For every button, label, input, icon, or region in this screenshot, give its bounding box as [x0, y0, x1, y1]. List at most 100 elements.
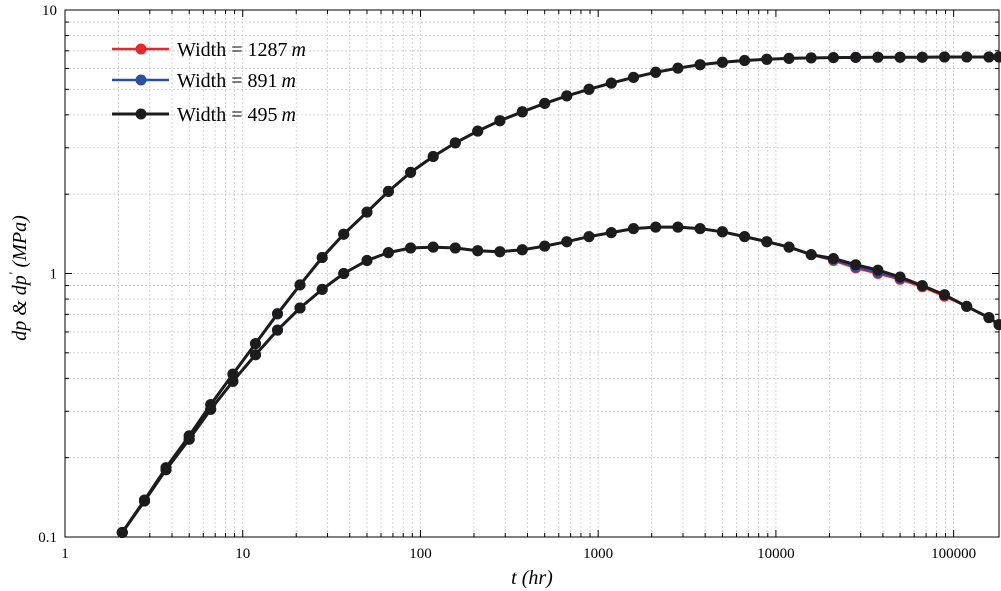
data-point-derivative: [561, 236, 573, 248]
data-point-pressure: [827, 52, 839, 64]
legend-entry-width-1287: Width = 1287 m: [112, 39, 306, 61]
data-point-pressure: [361, 206, 373, 218]
data-point-pressure: [561, 90, 573, 102]
x-tick-label: 1: [61, 546, 69, 562]
data-point-pressure: [983, 51, 995, 63]
data-point-derivative: [827, 253, 839, 264]
data-point-derivative: [205, 403, 217, 415]
data-point-pressure: [539, 97, 551, 109]
data-point-pressure: [716, 56, 728, 68]
data-point-derivative: [894, 271, 906, 283]
data-point-derivative: [961, 300, 973, 312]
x-tick-label: 10000: [757, 546, 795, 562]
data-point-derivative: [605, 227, 617, 239]
data-point-pressure: [961, 51, 973, 63]
legend-entry-width-891: Width = 891 m: [112, 70, 296, 92]
legend-label-width-495: Width = 495 m: [177, 104, 296, 126]
data-point-derivative: [672, 221, 684, 233]
data-point-pressure: [783, 52, 795, 64]
data-point-derivative: [983, 312, 995, 324]
y-tick-label: 1: [50, 267, 58, 283]
legend-marker-width-891: [135, 74, 147, 86]
data-point-pressure: [338, 228, 350, 240]
data-point-derivative: [939, 289, 950, 301]
data-point-pressure: [382, 185, 394, 197]
series-line-pressure-width-1287: [121, 55, 999, 534]
x-axis-label: t (hr): [511, 567, 553, 589]
data-point-derivative: [139, 495, 150, 507]
data-point-derivative: [250, 349, 261, 361]
data-point-derivative: [338, 268, 350, 279]
data-point-pressure: [516, 106, 528, 118]
data-point-derivative: [183, 433, 195, 445]
data-point-pressure: [993, 51, 1001, 63]
data-point-pressure: [916, 51, 928, 63]
data-point-derivative: [294, 302, 306, 314]
data-point-pressure: [850, 51, 862, 63]
x-tick-label: 100000: [931, 546, 976, 562]
legend-entry-width-495: Width = 495 m: [112, 104, 296, 126]
data-point-derivative: [494, 246, 506, 258]
data-point-derivative: [993, 319, 1001, 331]
data-point-derivative: [761, 236, 773, 248]
data-point-derivative: [316, 283, 328, 295]
series-line-derivative-width-1287: [121, 225, 1000, 534]
data-point-derivative: [628, 223, 639, 235]
data-point-derivative: [739, 231, 751, 243]
x-tick-label: 100: [409, 546, 432, 562]
data-point-pressure: [605, 77, 617, 89]
data-point-pressure: [761, 53, 773, 65]
data-point-derivative: [650, 221, 662, 233]
data-point-derivative: [227, 375, 239, 387]
data-point-derivative: [583, 231, 595, 243]
data-point-derivative: [694, 223, 706, 235]
series-layer: [116, 51, 1001, 538]
data-point-pressure: [272, 308, 283, 320]
data-point-derivative: [516, 244, 528, 256]
data-point-pressure: [316, 252, 328, 263]
x-tick-label: 10: [235, 546, 250, 562]
data-point-pressure: [894, 51, 906, 63]
y-axis-label: dp & dp'(MPa): [6, 215, 31, 341]
data-point-derivative: [116, 527, 128, 538]
series-line-derivative-width-891: [121, 225, 1000, 534]
data-point-pressure: [427, 151, 439, 162]
data-point-derivative: [427, 241, 439, 253]
data-point-pressure: [805, 52, 817, 64]
data-point-derivative: [805, 249, 817, 261]
data-point-pressure: [694, 59, 706, 71]
data-point-pressure: [872, 51, 884, 63]
data-point-derivative: [361, 255, 373, 266]
data-point-pressure: [494, 115, 506, 127]
data-point-pressure: [650, 66, 662, 78]
legend: Width = 1287 m Width = 891 m Width = 495 m: [112, 39, 306, 126]
y-tick-label: 10: [42, 3, 57, 19]
legend-label-width-891: Width = 891 m: [177, 70, 296, 92]
data-point-pressure: [628, 71, 639, 83]
data-point-pressure: [739, 55, 751, 66]
data-point-derivative: [716, 226, 728, 238]
data-point-pressure: [583, 83, 595, 95]
legend-marker-width-1287: [135, 43, 147, 55]
data-point-derivative: [160, 464, 172, 476]
series-line-pressure-width-495: [121, 55, 999, 534]
data-point-derivative: [916, 280, 928, 292]
data-point-derivative: [405, 242, 417, 254]
data-point-derivative: [272, 324, 283, 336]
data-point-pressure: [939, 51, 950, 63]
data-point-derivative: [539, 240, 551, 252]
data-point-derivative: [382, 247, 394, 259]
data-point-pressure: [472, 125, 484, 137]
y-tick-label: 0.1: [38, 530, 57, 546]
data-point-pressure: [405, 166, 417, 178]
series-line-pressure-width-891: [121, 55, 999, 534]
legend-marker-width-495: [135, 108, 147, 120]
data-point-derivative: [472, 245, 484, 257]
series-width-495: [116, 51, 1001, 538]
data-point-pressure: [449, 137, 461, 149]
data-point-derivative: [783, 241, 795, 253]
x-tick-label: 1000: [583, 546, 613, 562]
data-point-derivative: [872, 264, 884, 276]
